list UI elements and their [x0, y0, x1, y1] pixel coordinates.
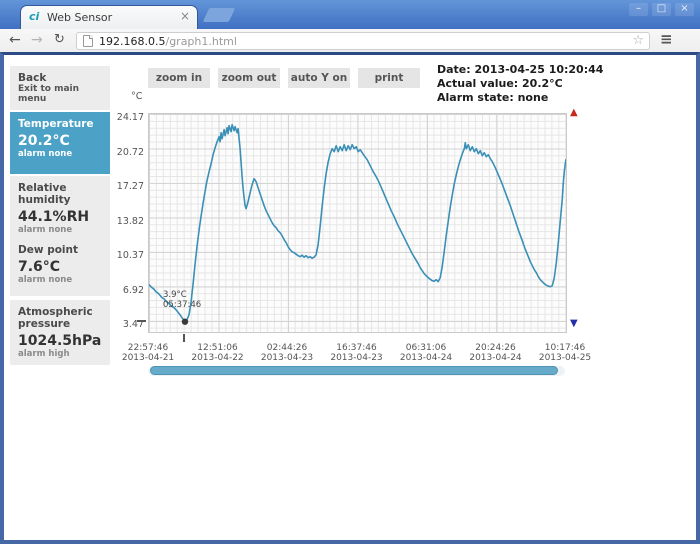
tab-title: Web Sensor: [47, 11, 113, 24]
sidebar-item-dew-point[interactable]: Dew point 7.6°C alarm none: [10, 238, 110, 296]
y-tick-label: 24.17: [116, 112, 144, 123]
y-tick-label: 13.82: [116, 215, 144, 227]
sensor-name: Relative humidity: [18, 182, 71, 206]
sidebar-item-temperature[interactable]: Temperature 20.2°C alarm none: [10, 112, 110, 174]
x-tick-label: 12:51:06 2013-04-22: [191, 343, 244, 363]
url-text: 192.168.0.5/graph1.html: [99, 35, 237, 48]
url-path: /graph1.html: [165, 35, 237, 48]
sensor-alarm: alarm none: [18, 149, 73, 159]
browser-toolbar: ← → ↻ 192.168.0.5/graph1.html ☆ ≡: [0, 29, 700, 53]
window-controls: – □ ×: [629, 3, 694, 16]
x-tick-label: 16:37:46 2013-04-23: [330, 343, 383, 363]
zoom-in-button[interactable]: zoom in: [148, 68, 210, 88]
x-tick-label: 10:17:46 2013-04-25: [538, 343, 592, 363]
back-subtitle: Exit to main menu: [18, 84, 80, 104]
sensor-value: 44.1%RH: [18, 209, 90, 225]
x-tick-label: 22:57:46 2013-04-21: [121, 343, 175, 363]
titlebar: ci Web Sensor × – □ ×: [0, 0, 700, 29]
minimize-icon[interactable]: –: [629, 3, 648, 16]
y-tick-label: 17.27: [116, 181, 144, 192]
new-tab-button[interactable]: [202, 8, 236, 22]
y-tick-label: 20.72: [116, 146, 144, 158]
reload-icon[interactable]: ↻: [54, 32, 65, 47]
sensor-value: 1024.5hPa: [18, 333, 102, 349]
min-value-label: 3.9°C: [163, 290, 187, 300]
y-axis-unit-label: °C: [131, 91, 143, 102]
web-sensor-page: Back Exit to main menu Temperature 20.2°…: [0, 52, 700, 544]
url-bar[interactable]: 192.168.0.5/graph1.html ☆: [76, 32, 650, 50]
time-scrollbar-track[interactable]: [148, 366, 565, 376]
min-time-axis-marker: [183, 334, 186, 342]
sensor-alarm: alarm none: [18, 225, 73, 235]
print-button[interactable]: print: [358, 68, 420, 88]
browser-tab[interactable]: ci Web Sensor ×: [20, 5, 198, 29]
temperature-series-line: [149, 123, 566, 323]
time-scrollbar-thumb[interactable]: [150, 366, 558, 375]
y-tick-label: 6.92: [122, 284, 144, 296]
sensor-value: 20.2°C: [18, 133, 70, 149]
temperature-chart-plot[interactable]: 3.9°C 05:37:46: [148, 113, 567, 333]
x-tick-label: 20:24:26 2013-04-24: [469, 343, 522, 363]
sensor-alarm: alarm high: [18, 349, 70, 359]
page-icon: [83, 35, 93, 47]
sensor-name: Temperature: [18, 118, 94, 130]
back-icon[interactable]: ←: [9, 32, 21, 48]
min-value-axis-marker: [137, 319, 146, 322]
forward-icon[interactable]: →: [31, 32, 43, 48]
url-host: 192.168.0.5: [99, 35, 166, 48]
bookmark-star-icon[interactable]: ☆: [632, 33, 644, 48]
sensor-name: Atmospheric pressure: [18, 306, 93, 330]
x-tick-label: 06:31:06 2013-04-24: [399, 343, 453, 363]
close-icon[interactable]: ×: [675, 3, 694, 16]
min-point-marker: [181, 318, 189, 325]
sidebar-item-back[interactable]: Back Exit to main menu: [10, 66, 110, 110]
scroll-down-icon[interactable]: ▼: [570, 318, 578, 329]
sensor-value: 7.6°C: [18, 259, 61, 275]
y-tick-label: 3.47: [122, 319, 144, 330]
auto-y-button[interactable]: auto Y on: [288, 68, 350, 88]
sensor-name: Dew point: [18, 244, 79, 256]
status-actual-value: Actual value: 20.2°C: [437, 77, 563, 90]
temperature-line-chart: [149, 123, 566, 325]
menu-icon[interactable]: ≡: [660, 30, 673, 48]
min-point-annotation: 3.9°C 05:37:46: [163, 290, 201, 310]
min-time-label: 05:37:46: [163, 300, 202, 310]
status-alarm-state: Alarm state: none: [437, 91, 549, 104]
tab-close-icon[interactable]: ×: [179, 9, 190, 23]
status-info: Date: 2013-04-25 10:20:44 Actual value: …: [437, 63, 603, 105]
sidebar-item-pressure[interactable]: Atmospheric pressure 1024.5hPa alarm hig…: [10, 300, 110, 365]
favicon-icon: ci: [29, 10, 40, 23]
zoom-out-button[interactable]: zoom out: [218, 68, 280, 88]
scroll-up-icon[interactable]: ▲: [570, 107, 578, 118]
status-date: Date: 2013-04-25 10:20:44: [437, 63, 604, 76]
back-label: Back: [18, 72, 47, 84]
sensor-alarm: alarm none: [18, 275, 73, 285]
maximize-icon[interactable]: □: [652, 3, 671, 16]
x-tick-label: 02:44:26 2013-04-23: [260, 343, 314, 363]
sidebar-item-humidity[interactable]: Relative humidity 44.1%RH alarm none: [10, 176, 110, 241]
y-tick-label: 10.37: [116, 250, 144, 261]
